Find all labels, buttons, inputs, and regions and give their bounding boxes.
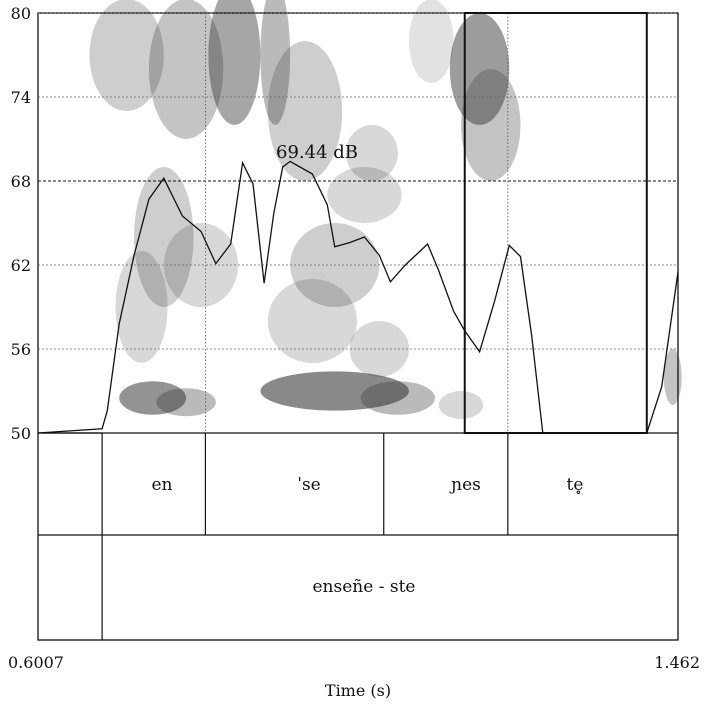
spectrogram-energy	[345, 125, 398, 181]
y-tick-label: 50	[11, 424, 31, 443]
spectrogram-energy	[260, 371, 410, 411]
y-tick-label: 68	[11, 172, 31, 191]
intensity-readout: 69.44 dB	[276, 142, 358, 163]
x-axis-label: Time (s)	[325, 681, 391, 700]
spectrogram-energy	[360, 381, 436, 415]
intensity-curve	[37, 160, 679, 434]
spectrogram-energy	[119, 381, 187, 415]
y-tick-label: 56	[11, 340, 31, 359]
syllable-interval[interactable]: en	[151, 475, 172, 495]
syllable-tier: en ˈse ɲes te̥	[151, 475, 583, 495]
syllable-interval[interactable]: ˈse	[297, 475, 320, 495]
spectrogram-energy	[260, 0, 291, 125]
spectrogram-energy	[461, 69, 521, 181]
x-axis-start-label: 0.6007	[8, 653, 64, 672]
word-tier: enseñe - ste	[313, 577, 416, 597]
spectrogram-energy	[438, 391, 484, 419]
spectrogram-energy	[148, 0, 224, 139]
spectrogram-energy	[663, 349, 682, 405]
spectrogram-energy	[409, 0, 454, 83]
spectrogram-energy	[89, 0, 164, 111]
spectrogram-energy	[267, 279, 357, 363]
spectrogram-energy	[267, 41, 343, 181]
spectrogram-energy	[163, 223, 239, 307]
y-tick-label: 80	[11, 4, 31, 23]
y-tick-label: 74	[11, 88, 31, 107]
syllable-interval[interactable]: te̥	[567, 475, 584, 495]
spectrogram	[89, 0, 682, 419]
syllable-interval[interactable]: ɲes	[449, 475, 481, 495]
boundary-lines	[101, 13, 509, 640]
spectrogram-energy	[134, 167, 194, 307]
x-axis-end-label: 1.462	[654, 653, 700, 672]
spectrogram-energy	[208, 0, 261, 125]
y-axis-ticks: 80 74 68 62 56 50	[11, 4, 31, 443]
spectrogram-energy	[156, 388, 216, 417]
y-tick-label: 62	[11, 256, 31, 275]
word-interval[interactable]: enseñe - ste	[313, 577, 416, 597]
